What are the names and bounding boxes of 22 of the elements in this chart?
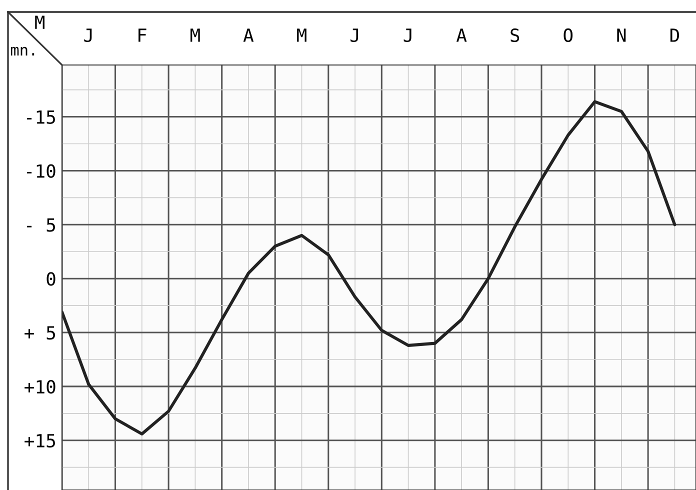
x-tick-label: J: [404, 28, 412, 42]
x-tick-label: F: [138, 28, 146, 42]
x-tick-label: M: [297, 28, 306, 42]
x-tick-label: D: [670, 28, 680, 42]
x-tick-label: J: [350, 28, 358, 42]
y-tick-label: - 5: [26, 218, 55, 232]
x-tick-label: O: [564, 28, 573, 42]
y-tick-label: +15: [24, 434, 55, 448]
y-axis-title: mn.: [10, 46, 34, 56]
x-tick-label: A: [243, 28, 254, 42]
x-tick-label: S: [510, 28, 520, 42]
x-tick-label: M: [190, 28, 200, 42]
x-tick-label: A: [456, 28, 467, 42]
x-tick-label: J: [84, 28, 92, 42]
y-tick-label: -15: [26, 110, 55, 124]
x-axis-title: M: [35, 16, 44, 29]
line-series: [62, 100, 676, 436]
y-tick-label: + 5: [24, 326, 55, 340]
x-tick-label: N: [617, 28, 626, 42]
y-tick-label: -10: [26, 164, 56, 178]
y-tick-label: 0: [46, 272, 56, 286]
y-tick-label: +10: [24, 380, 56, 394]
